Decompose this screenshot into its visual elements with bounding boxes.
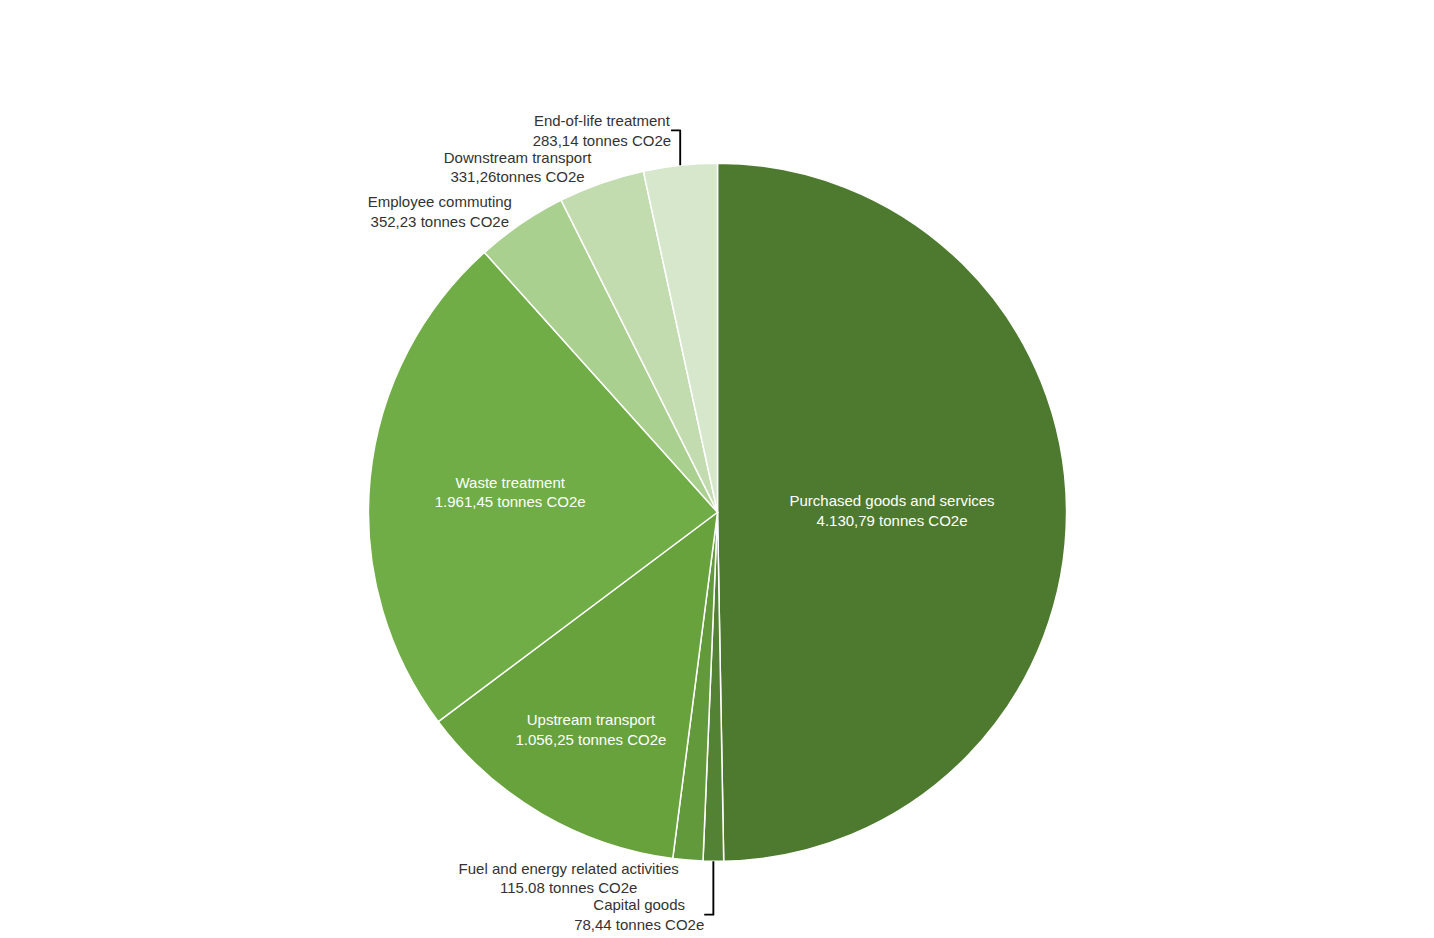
svg-text:Downstream transport331,26tonn: Downstream transport331,26tonnes CO2e — [444, 149, 592, 186]
svg-text:Upstream transport1.056,25 ton: Upstream transport1.056,25 tonnes CO2e — [515, 711, 666, 748]
svg-text:End-of-life treatment283,14 to: End-of-life treatment283,14 tonnes CO2e — [533, 112, 671, 149]
svg-text:Waste treatment1.961,45 tonnes: Waste treatment1.961,45 tonnes CO2e — [435, 474, 586, 511]
svg-text:Employee commuting352,23 tonne: Employee commuting352,23 tonnes CO2e — [368, 193, 512, 230]
svg-text:Fuel and energy related activi: Fuel and energy related activities115.08… — [459, 860, 679, 897]
svg-text:Purchased goods and services4.: Purchased goods and services4.130,79 ton… — [789, 492, 994, 529]
svg-text:Capital goods78,44 tonnes CO2e: Capital goods78,44 tonnes CO2e — [574, 896, 704, 933]
